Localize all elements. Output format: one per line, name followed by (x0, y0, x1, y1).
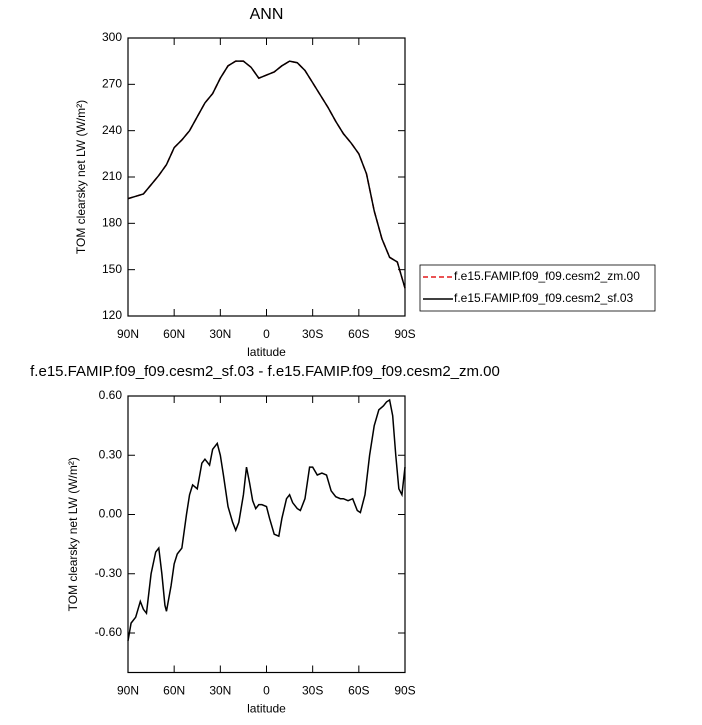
y-tick-label: -0.60 (95, 625, 123, 639)
x-tick-label: 60N (163, 684, 185, 698)
x-tick-label: 30S (302, 327, 323, 341)
x-tick-label: 90S (394, 327, 415, 341)
plot-frame (127, 37, 406, 317)
x-tick-label: 60S (348, 327, 369, 341)
legend-label: f.e15.FAMIP.f09_f09.cesm2_zm.00 (454, 269, 640, 283)
x-tick-label: 0 (263, 684, 270, 698)
x-tick-label: 0 (263, 327, 270, 341)
y-axis-label: TOM clearsky net LW (W/m²) (66, 457, 80, 611)
x-tick-label: 90N (117, 684, 139, 698)
x-tick-label: 90N (117, 327, 139, 341)
y-tick-label: 0.00 (99, 507, 123, 521)
plot-frame (127, 395, 406, 674)
y-tick-label: 240 (102, 123, 122, 137)
y-axis-label: TOM clearsky net LW (W/m²) (74, 100, 88, 254)
chart-title: f.e15.FAMIP.f09_f09.cesm2_sf.03 - f.e15.… (30, 363, 500, 380)
x-axis-label: latitude (247, 345, 286, 359)
x-tick-label: 90S (394, 684, 415, 698)
chart-title: ANN (250, 6, 284, 23)
legend-label: f.e15.FAMIP.f09_f09.cesm2_sf.03 (454, 291, 634, 305)
x-tick-label: 30N (209, 684, 231, 698)
x-axis-label: latitude (247, 702, 286, 716)
x-tick-label: 60N (163, 327, 185, 341)
y-tick-label: -0.30 (95, 566, 123, 580)
y-tick-label: 120 (102, 308, 122, 322)
y-tick-label: 210 (102, 169, 122, 183)
y-tick-label: 0.30 (99, 447, 123, 461)
data-line (127, 60, 406, 289)
y-tick-label: 150 (102, 262, 122, 276)
y-tick-label: 0.60 (99, 388, 123, 402)
y-tick-label: 300 (102, 30, 122, 44)
y-tick-label: 180 (102, 216, 122, 230)
x-tick-label: 30S (302, 684, 323, 698)
y-tick-label: 270 (102, 77, 122, 91)
legend-box (419, 264, 656, 312)
x-tick-label: 60S (348, 684, 369, 698)
data-line (127, 398, 406, 642)
data-line (127, 60, 406, 289)
x-tick-label: 30N (209, 327, 231, 341)
